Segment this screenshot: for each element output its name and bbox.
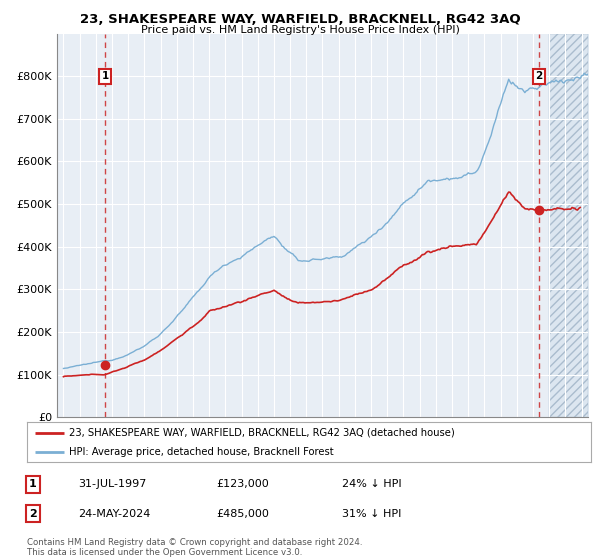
Text: 2: 2 <box>535 71 542 81</box>
Text: 24% ↓ HPI: 24% ↓ HPI <box>342 479 401 489</box>
Text: HPI: Average price, detached house, Bracknell Forest: HPI: Average price, detached house, Brac… <box>70 447 334 457</box>
Text: 31-JUL-1997: 31-JUL-1997 <box>78 479 146 489</box>
Text: 31% ↓ HPI: 31% ↓ HPI <box>342 508 401 519</box>
Text: 23, SHAKESPEARE WAY, WARFIELD, BRACKNELL, RG42 3AQ (detached house): 23, SHAKESPEARE WAY, WARFIELD, BRACKNELL… <box>70 428 455 438</box>
Text: Price paid vs. HM Land Registry's House Price Index (HPI): Price paid vs. HM Land Registry's House … <box>140 25 460 35</box>
Text: 1: 1 <box>29 479 37 489</box>
Text: 2: 2 <box>29 508 37 519</box>
Text: 1: 1 <box>101 71 109 81</box>
Text: 24-MAY-2024: 24-MAY-2024 <box>78 508 151 519</box>
Text: £485,000: £485,000 <box>216 508 269 519</box>
Text: £123,000: £123,000 <box>216 479 269 489</box>
Text: 23, SHAKESPEARE WAY, WARFIELD, BRACKNELL, RG42 3AQ: 23, SHAKESPEARE WAY, WARFIELD, BRACKNELL… <box>80 13 520 26</box>
Text: Contains HM Land Registry data © Crown copyright and database right 2024.
This d: Contains HM Land Registry data © Crown c… <box>27 538 362 557</box>
